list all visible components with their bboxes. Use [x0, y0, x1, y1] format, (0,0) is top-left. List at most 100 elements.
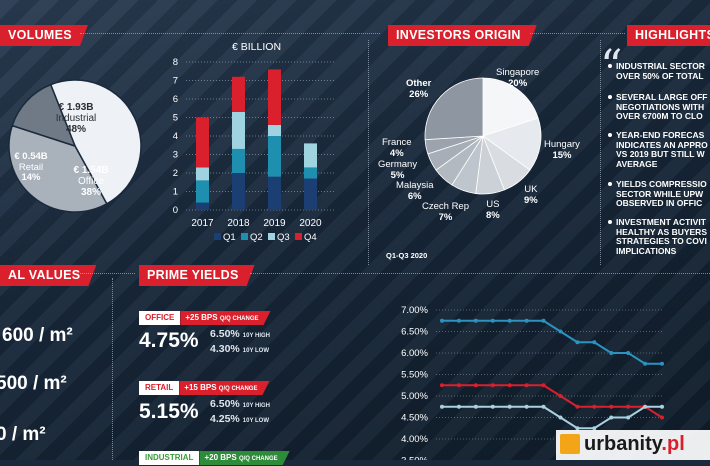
y-tick-label: 2 [173, 168, 178, 179]
pie-slice-singapore [482, 77, 539, 137]
series-point-2 [524, 404, 529, 409]
series-point-2 [558, 415, 563, 420]
bar-segment-q3-2020 [304, 143, 317, 168]
bar-segment-q4-2017 [196, 117, 209, 168]
highlight-item: YIELDS COMPRESSIO SECTOR WHILE UPW OBSERVE… [616, 179, 707, 208]
series-line-1 [442, 384, 663, 419]
bar-segment-q1-2019 [268, 176, 281, 210]
y-tick-label: 1 [173, 187, 178, 198]
series-point-2 [643, 404, 648, 409]
y-tick-label: 6 [173, 94, 178, 105]
yield-line-chart: 7.00% 6.50% 6.00% 5.50% 5.00% 4.50% 4.00% 3.50% [401, 305, 664, 460]
pie-label-industrial: € 1.93B Industrial 48% [55, 102, 97, 135]
x-tick-label: 2018 [227, 218, 250, 229]
pie-slice-office [8, 124, 108, 213]
y-tick-label: 5.00% [401, 391, 428, 402]
rental-value-office: 600 / m² [2, 325, 73, 346]
yield-retail-high: 6.50% 10Y HIGH [210, 398, 271, 410]
series-point-1 [524, 383, 529, 388]
series-point-0 [660, 361, 664, 366]
legend-swatch-q2 [241, 233, 248, 240]
series-point-1 [609, 404, 614, 409]
series-point-0 [507, 318, 512, 323]
pie-label-us: US 8% [486, 199, 500, 221]
divider [530, 33, 625, 34]
divider [112, 278, 113, 460]
y-tick-label: 6.50% [401, 327, 428, 338]
pie-label-hungary: Hungary 15% [544, 139, 580, 161]
series-point-2 [541, 404, 546, 409]
series-point-2 [473, 404, 478, 409]
x-tick-label: 2019 [263, 218, 286, 229]
legend-swatch-q3 [268, 233, 275, 240]
series-line-0 [442, 319, 662, 365]
series-point-1 [473, 383, 478, 388]
section-rental-label: AL VALUES [0, 265, 96, 286]
y-tick-label: 7 [173, 76, 178, 87]
y-tick-label: 5 [173, 113, 178, 124]
bullet-icon [608, 64, 612, 68]
pie-slice-retail [11, 83, 77, 148]
urbanity-logo-icon [560, 434, 580, 454]
pie-label-france: France 4% [382, 137, 412, 159]
series-point-2 [660, 404, 664, 409]
pie-slice-hungary [482, 117, 542, 171]
series-point-2 [490, 404, 495, 409]
divider [250, 273, 710, 274]
yield-retail-value: 5.15% [139, 400, 199, 423]
y-tick-label: 7.00% [401, 305, 428, 316]
series-point-0 [473, 318, 478, 323]
bullet-icon [608, 95, 612, 99]
series-point-0 [524, 318, 529, 323]
bar-segment-q3-2018 [232, 111, 245, 149]
section-volumes-label: VOLUMES [0, 25, 88, 46]
divider [600, 40, 601, 265]
series-point-1 [456, 383, 461, 388]
rental-value-industrial: 0 / m² [0, 424, 46, 445]
legend-label-q1: Q1 [223, 232, 236, 243]
bullet-icon [608, 182, 612, 186]
urbanity-logo: urbanity.pl [556, 430, 710, 460]
bar-segment-q4-2019 [268, 69, 281, 125]
bar-chart-title: € BILLION [232, 41, 281, 53]
series-point-0 [626, 351, 631, 355]
series-point-2 [507, 404, 512, 409]
series-point-0 [490, 318, 495, 323]
yield-retail-pill: RETAIL +15 BPS Q/Q CHANGE [139, 381, 269, 395]
highlight-item: SEVERAL LARGE OFF NEGOTIATIONS WITH OVER €… [616, 92, 708, 121]
series-point-0 [575, 340, 580, 345]
legend-swatch-q4 [295, 233, 302, 240]
legend-swatch-q1 [214, 233, 221, 240]
bar-segment-q1-2018 [232, 173, 245, 210]
pie-label-uk: UK 9% [524, 184, 538, 206]
x-tick-label: 2020 [299, 218, 322, 229]
series-point-1 [575, 404, 580, 409]
series-point-0 [643, 361, 648, 366]
section-yields-label: PRIME YIELDS [139, 265, 255, 286]
bar-segment-q1-2017 [196, 202, 209, 210]
series-point-0 [609, 351, 614, 355]
bullet-icon [608, 133, 612, 137]
highlight-item: INDUSTRIAL SECTOR OVER 50% OF TOTAL [616, 61, 705, 81]
y-tick-label: 3 [173, 150, 178, 161]
y-tick-label: 0 [173, 205, 178, 216]
highlight-item: YEAR-END FORECAS INDICATES AN APPRO VS 201… [616, 130, 708, 169]
y-tick-label: 4 [173, 131, 178, 142]
legend-label-q3: Q3 [277, 232, 290, 243]
pie-label-retail: € 0.54B Retail 14% [14, 151, 48, 183]
pie-label-malaysia: Malaysia 6% [396, 180, 434, 202]
bar-segment-q2-2019 [268, 136, 281, 177]
bullet-icon [608, 220, 612, 224]
series-point-2 [575, 426, 580, 431]
series-point-2 [456, 404, 461, 409]
series-point-0 [592, 340, 597, 345]
pie-label-singapore: Singapore 20% [496, 67, 540, 89]
highlight-item: INVESTMENT ACTIVIT HEALTHY AS BUYERS STRAT… [616, 217, 707, 256]
bar-segment-q3-2017 [196, 167, 209, 181]
investors-period-note: Q1-Q3 2020 [386, 251, 428, 260]
x-tick-label: 2017 [191, 218, 214, 229]
yield-retail-low: 4.25% 10Y LOW [210, 413, 270, 425]
pie-label-germany: Germany 5% [378, 159, 418, 181]
